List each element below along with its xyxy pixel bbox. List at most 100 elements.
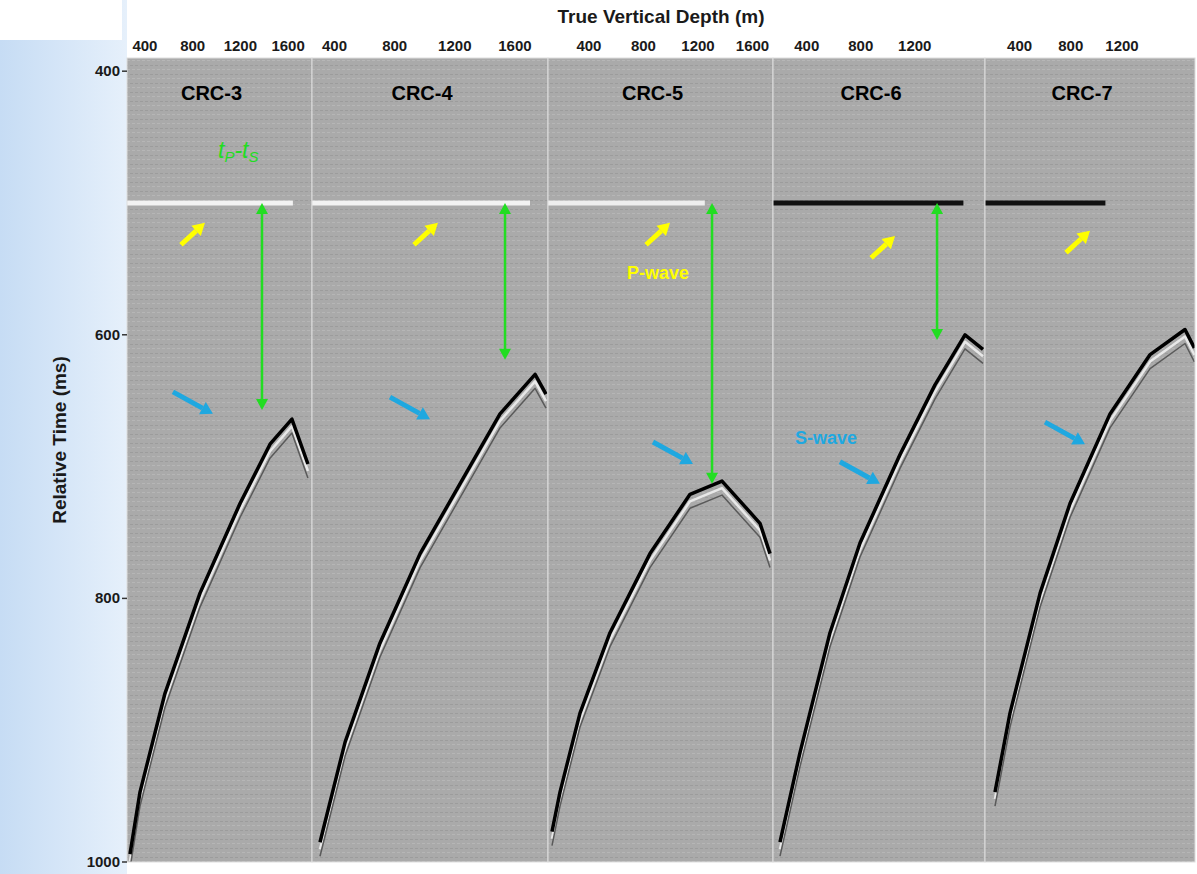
arrow-head xyxy=(424,223,438,236)
panel-title: CRC-7 xyxy=(1051,82,1112,104)
panel-title: CRC-3 xyxy=(181,82,242,104)
y-tick xyxy=(122,334,127,336)
arrow-label: P-wave xyxy=(627,263,689,283)
arrow-head xyxy=(1071,432,1085,444)
s-wave-curve xyxy=(552,481,770,832)
interval-head xyxy=(256,203,268,214)
y-axis-title: Relative Time (ms) xyxy=(49,356,70,524)
x-tick-label: 400 xyxy=(576,37,601,54)
y-tick-label: 800 xyxy=(95,589,120,606)
arrow-shaft xyxy=(1066,239,1081,253)
arrow-shaft xyxy=(390,397,419,413)
interval-shaft xyxy=(504,211,507,352)
p-wave-arrow xyxy=(871,236,895,258)
x-tick-label: 400 xyxy=(322,37,347,54)
x-tick-label: 800 xyxy=(1058,37,1083,54)
x-axis-title: True Vertical Depth (m) xyxy=(558,6,765,27)
s-wave-sidelobe xyxy=(130,426,308,861)
arrow-head xyxy=(866,472,880,484)
arrow-head xyxy=(199,402,213,414)
s-wave-arrow xyxy=(173,392,213,414)
plot-area xyxy=(548,58,773,862)
p-wave-line xyxy=(312,201,530,206)
s-wave-arrow xyxy=(840,462,880,484)
interval-arrow xyxy=(499,203,511,360)
p-wave-arrow xyxy=(646,223,670,245)
s-wave-sidelobe xyxy=(552,488,770,839)
s-wave-sidelobe xyxy=(780,342,983,849)
s-wave-sidelobe xyxy=(130,433,308,862)
arrow-shaft xyxy=(653,442,682,458)
plot-area xyxy=(127,58,312,862)
arrow-shaft xyxy=(646,231,661,245)
x-tick-label: 1200 xyxy=(224,37,257,54)
x-tick-label: 1200 xyxy=(898,37,931,54)
s-wave-arrow xyxy=(653,442,693,464)
panel-frame xyxy=(548,58,773,862)
panel-frame xyxy=(312,58,548,862)
p-wave-line xyxy=(773,201,963,206)
seismic-background xyxy=(127,58,312,862)
panel-title: CRC-5 xyxy=(622,82,683,104)
x-tick-label: 800 xyxy=(848,37,873,54)
arrow-shaft xyxy=(871,244,886,258)
interval-head xyxy=(256,399,268,410)
p-wave-line xyxy=(985,201,1105,206)
x-tick-label: 1200 xyxy=(1105,37,1138,54)
panel-frame xyxy=(985,58,1195,862)
arrow-head xyxy=(416,407,430,419)
s-wave-sidelobe xyxy=(995,344,1194,807)
s-wave-curve xyxy=(780,335,983,842)
x-tick-label: 400 xyxy=(132,37,157,54)
s-wave-curve xyxy=(130,419,308,854)
interval-shaft xyxy=(261,211,264,402)
x-tick-label: 1600 xyxy=(736,37,769,54)
seismic-background xyxy=(985,58,1195,862)
s-wave-sidelobe xyxy=(320,388,546,856)
x-tick-label: 1200 xyxy=(438,37,471,54)
interval-arrow xyxy=(931,203,943,340)
s-wave-curve xyxy=(995,330,1194,793)
arrow-head xyxy=(191,223,205,236)
x-tick-label: 800 xyxy=(631,37,656,54)
seismic-background xyxy=(312,58,548,862)
s-wave-sidelobe xyxy=(552,495,770,846)
seismic-background xyxy=(773,58,985,862)
x-tick-label: 400 xyxy=(1007,37,1032,54)
p-wave-arrow xyxy=(1066,231,1090,253)
arrow-head xyxy=(656,223,670,236)
arrow-head xyxy=(881,236,895,249)
interval-shaft xyxy=(936,211,939,332)
arrow-shaft xyxy=(173,392,202,408)
x-tick-label: 1600 xyxy=(271,37,304,54)
x-tick-label: 800 xyxy=(180,37,205,54)
x-tick-label: 1200 xyxy=(681,37,714,54)
s-wave-sidelobe xyxy=(320,381,546,849)
figure: True Vertical Depth (m) Relative Time (ms… xyxy=(0,0,1197,874)
y-tick-label: 600 xyxy=(95,326,120,343)
seismic-background xyxy=(548,58,773,862)
arrow-label: S-wave xyxy=(795,428,857,448)
interval-head xyxy=(931,329,943,340)
y-tick xyxy=(122,861,127,863)
plot-area xyxy=(773,58,985,862)
interval-head xyxy=(706,203,718,214)
x-tick-label: 1600 xyxy=(498,37,531,54)
interval-head xyxy=(499,203,511,214)
left-band xyxy=(0,0,127,874)
p-wave-line xyxy=(127,201,293,206)
x-tick-label: 400 xyxy=(794,37,819,54)
interval-label: tP-tS xyxy=(218,137,258,165)
arrow-shaft xyxy=(1045,422,1074,438)
corner-box xyxy=(0,0,122,40)
y-tick-label: 1000 xyxy=(87,853,120,870)
panel-title: CRC-4 xyxy=(391,82,453,104)
interval-head xyxy=(706,473,718,484)
arrow-head xyxy=(1076,231,1090,244)
y-tick-label: 400 xyxy=(95,62,120,79)
panel-title: CRC-6 xyxy=(840,82,901,104)
label-subscript: P xyxy=(224,148,234,165)
interval-head xyxy=(931,203,943,214)
arrow-shaft xyxy=(840,462,869,478)
label-subscript: S xyxy=(248,148,258,165)
